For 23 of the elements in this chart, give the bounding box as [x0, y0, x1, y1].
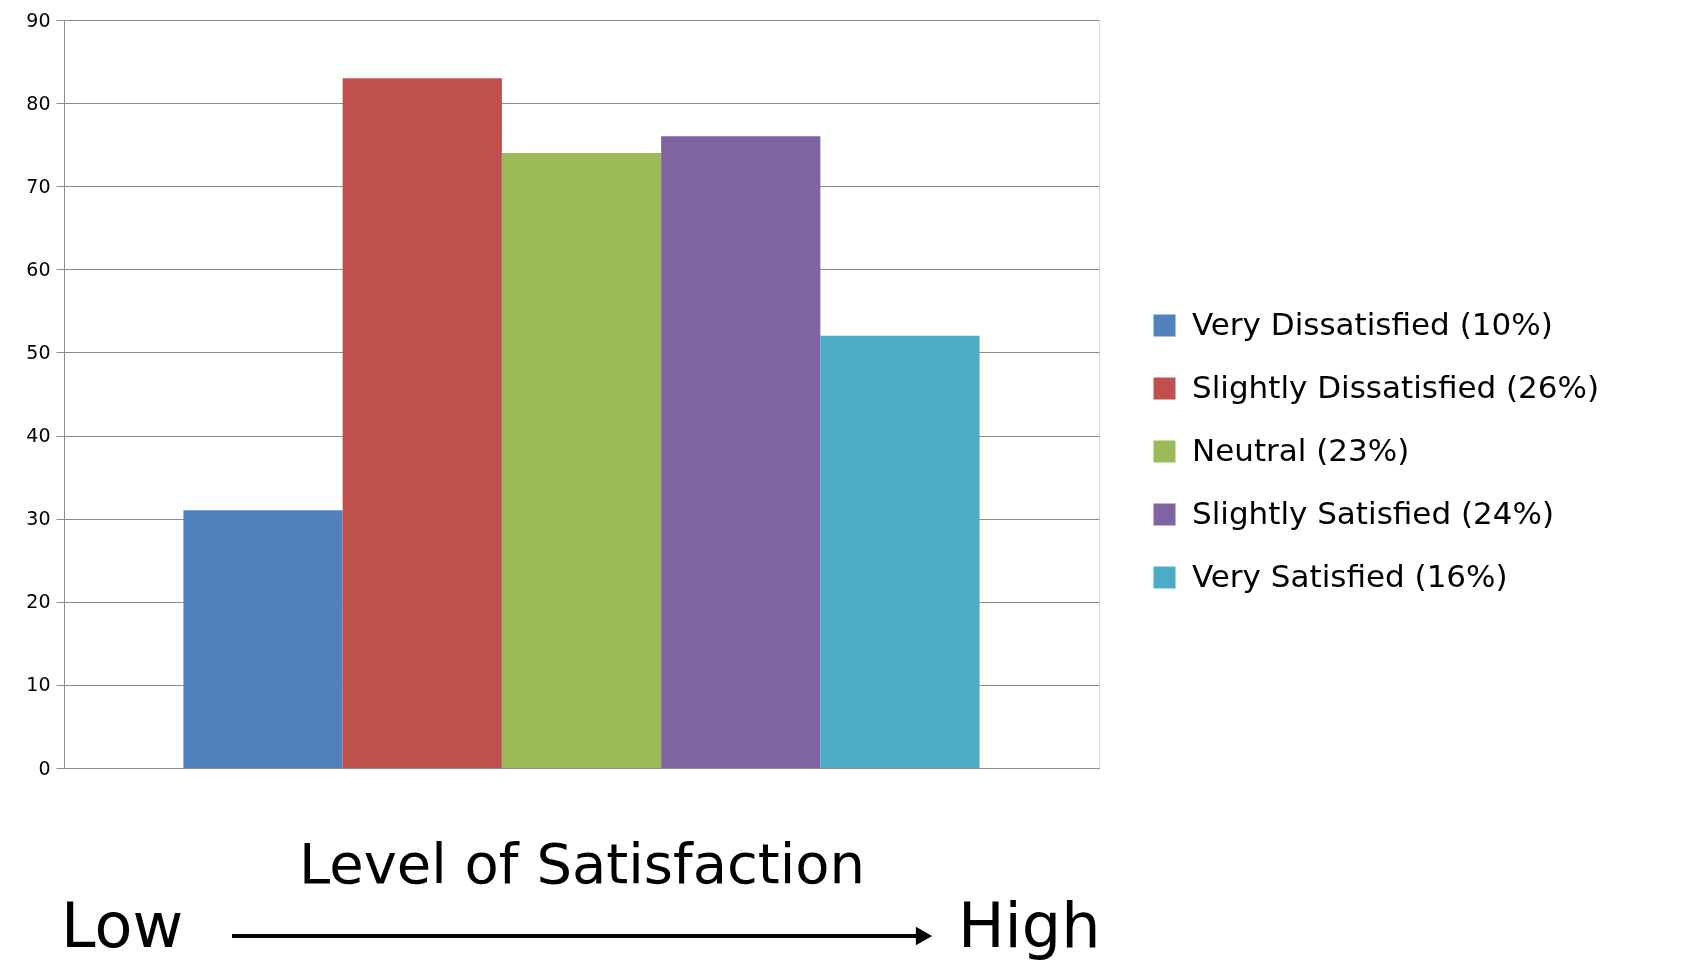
bar — [501, 152, 662, 768]
legend-label: Very Satisfied (16%) — [1192, 557, 1508, 594]
bar — [183, 510, 343, 768]
y-tick-label: 10 — [26, 673, 51, 696]
text: High — [958, 889, 1101, 962]
y-tick-label: 0 — [38, 756, 51, 779]
y-tick-label: 30 — [26, 507, 51, 530]
legend-label: Slightly Satisfied (24%) — [1192, 494, 1555, 531]
legend-label: Neutral (23%) — [1192, 431, 1410, 468]
bar — [342, 78, 502, 768]
legend-label: Slightly Dissatisfied (26%) — [1192, 368, 1600, 405]
legend-label: Very Dissatisfied (10%) — [1192, 305, 1553, 342]
y-tick-label: 70 — [26, 174, 51, 197]
y-tick-label: 60 — [26, 257, 51, 280]
y-tick-label: 50 — [26, 340, 51, 363]
bar — [661, 136, 821, 768]
x-axis-title: Level of Satisfaction — [298, 830, 866, 896]
y-tick-label: 40 — [26, 424, 51, 447]
y-tick-label: 20 — [26, 590, 51, 613]
text: Low — [61, 889, 184, 962]
bar — [820, 335, 980, 768]
y-tick-label: 80 — [26, 91, 51, 114]
y-tick-label: 90 — [26, 8, 51, 31]
